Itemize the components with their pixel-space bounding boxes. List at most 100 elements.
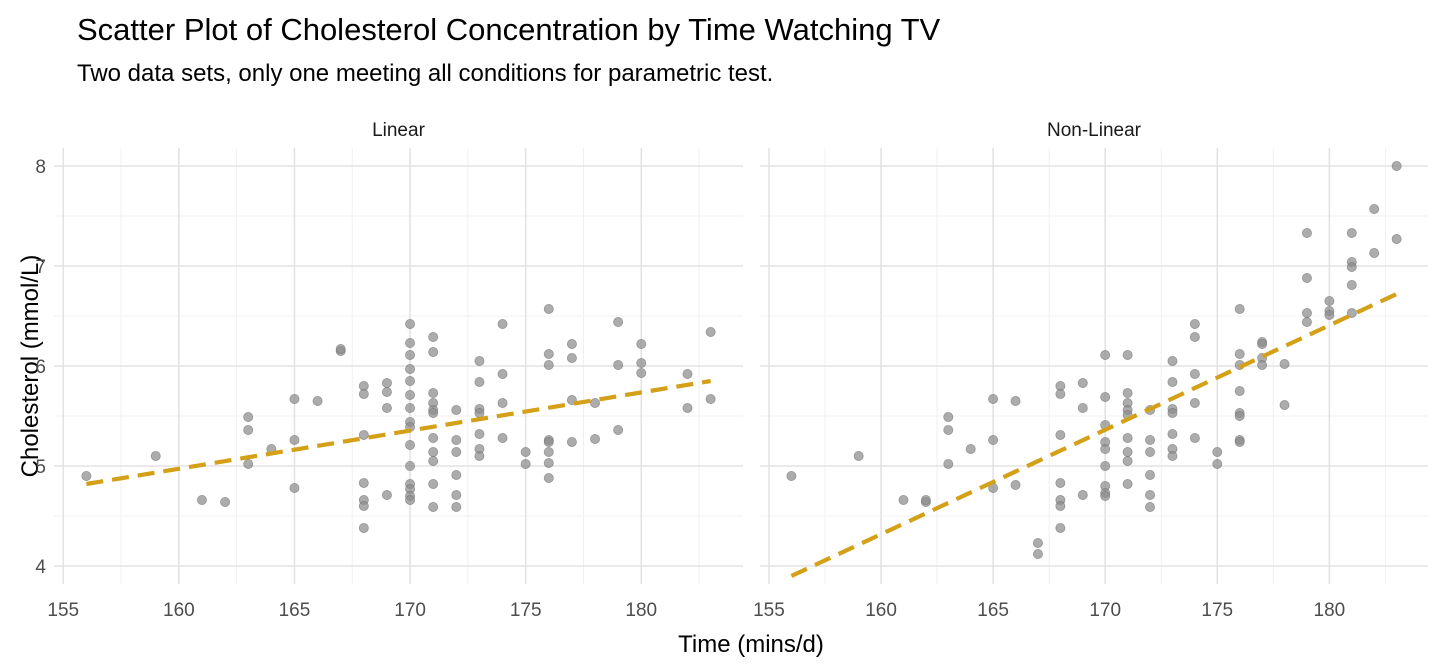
data-point bbox=[613, 316, 624, 327]
data-point bbox=[943, 424, 954, 435]
data-point bbox=[381, 377, 392, 388]
data-point bbox=[497, 397, 508, 408]
data-point bbox=[428, 346, 439, 357]
data-point bbox=[474, 376, 485, 387]
x-tick-label: 165 bbox=[977, 600, 1009, 621]
trend-line bbox=[790, 292, 1398, 578]
data-point bbox=[636, 338, 647, 349]
data-point bbox=[405, 363, 416, 374]
data-point bbox=[358, 388, 369, 399]
data-point bbox=[358, 523, 369, 534]
data-point bbox=[1391, 160, 1402, 171]
data-point bbox=[428, 446, 439, 457]
data-point bbox=[543, 303, 554, 314]
x-tick-label: 155 bbox=[753, 600, 785, 621]
y-axis-label: Cholesterol (mmol/L) bbox=[17, 255, 44, 478]
data-point bbox=[1100, 443, 1111, 454]
data-point bbox=[381, 489, 392, 500]
x-tick-label: 170 bbox=[1089, 600, 1121, 621]
data-point bbox=[1301, 227, 1312, 238]
data-point bbox=[474, 450, 485, 461]
y-tick-label: 5 bbox=[35, 457, 46, 478]
x-tick-label: 160 bbox=[163, 600, 195, 621]
data-point bbox=[786, 470, 797, 481]
data-point bbox=[428, 455, 439, 466]
data-point bbox=[474, 355, 485, 366]
data-point bbox=[289, 434, 300, 445]
data-point bbox=[1145, 446, 1156, 457]
data-point bbox=[1234, 436, 1245, 447]
data-point bbox=[543, 348, 554, 359]
data-point bbox=[943, 458, 954, 469]
data-point bbox=[1032, 538, 1043, 549]
chart-title: Scatter Plot of Cholesterol Concentratio… bbox=[77, 12, 941, 47]
data-point bbox=[1100, 460, 1111, 471]
data-point bbox=[1145, 501, 1156, 512]
data-point bbox=[1122, 455, 1133, 466]
data-point bbox=[636, 357, 647, 368]
data-point bbox=[243, 458, 254, 469]
data-point bbox=[988, 434, 999, 445]
data-point bbox=[1145, 469, 1156, 480]
data-point bbox=[1279, 358, 1290, 369]
data-point bbox=[451, 489, 462, 500]
data-point bbox=[1100, 349, 1111, 360]
data-point bbox=[566, 338, 577, 349]
data-point bbox=[1189, 368, 1200, 379]
data-point bbox=[1346, 261, 1357, 272]
data-point bbox=[1346, 279, 1357, 290]
data-point bbox=[1301, 307, 1312, 318]
data-point bbox=[405, 460, 416, 471]
data-point bbox=[1077, 489, 1088, 500]
data-point bbox=[1055, 523, 1066, 534]
x-tick-label: 180 bbox=[625, 600, 657, 621]
data-point bbox=[428, 501, 439, 512]
data-point bbox=[1189, 318, 1200, 329]
data-point bbox=[1189, 331, 1200, 342]
trend-line bbox=[86, 378, 711, 487]
data-point bbox=[1032, 549, 1043, 560]
data-point bbox=[1301, 272, 1312, 283]
data-point bbox=[1167, 376, 1178, 387]
data-point bbox=[898, 494, 909, 505]
data-point bbox=[636, 367, 647, 378]
data-point bbox=[1234, 348, 1245, 359]
data-point bbox=[405, 318, 416, 329]
chart-subtitle: Two data sets, only one meeting all cond… bbox=[77, 60, 774, 87]
data-point bbox=[682, 368, 693, 379]
data-point bbox=[1010, 479, 1021, 490]
data-point bbox=[1055, 388, 1066, 399]
data-point bbox=[405, 349, 416, 360]
data-point bbox=[705, 326, 716, 337]
data-point bbox=[1234, 410, 1245, 421]
data-point bbox=[965, 443, 976, 454]
data-point bbox=[405, 439, 416, 450]
data-point bbox=[1167, 450, 1178, 461]
data-point bbox=[1100, 490, 1111, 501]
data-point bbox=[220, 496, 231, 507]
data-point bbox=[1257, 338, 1268, 349]
data-point bbox=[1212, 446, 1223, 457]
data-point bbox=[1167, 407, 1178, 418]
data-point bbox=[682, 402, 693, 413]
data-point bbox=[543, 446, 554, 457]
data-point bbox=[1077, 377, 1088, 388]
data-point bbox=[1189, 397, 1200, 408]
data-point bbox=[1324, 309, 1335, 320]
data-point bbox=[1257, 359, 1268, 370]
data-point bbox=[1077, 402, 1088, 413]
data-point bbox=[381, 402, 392, 413]
data-point bbox=[566, 352, 577, 363]
data-point bbox=[243, 424, 254, 435]
data-point bbox=[428, 331, 439, 342]
data-point bbox=[1234, 303, 1245, 314]
y-tick-label: 6 bbox=[35, 357, 46, 378]
data-point bbox=[428, 432, 439, 443]
x-tick-label: 155 bbox=[47, 600, 79, 621]
data-point bbox=[81, 470, 92, 481]
data-point bbox=[520, 446, 531, 457]
data-point bbox=[335, 343, 346, 354]
data-point bbox=[1346, 227, 1357, 238]
data-point bbox=[543, 436, 554, 447]
data-point bbox=[943, 411, 954, 422]
